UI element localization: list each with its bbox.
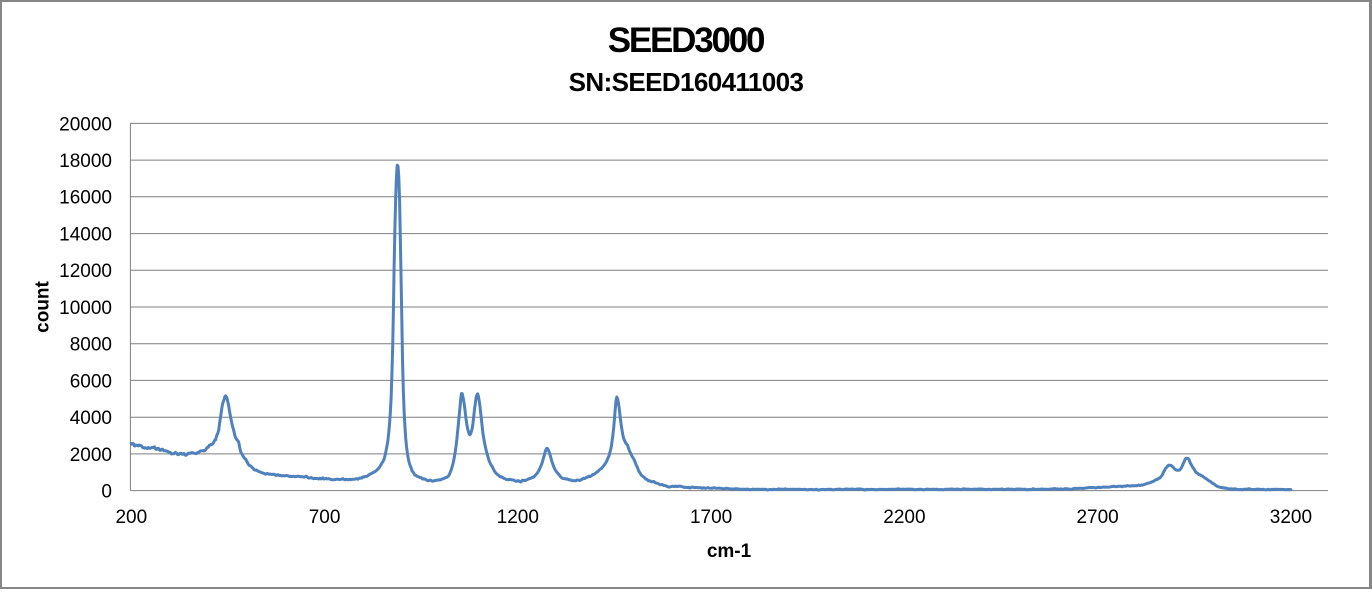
svg-text:count: count <box>32 280 53 332</box>
svg-text:16000: 16000 <box>59 188 112 209</box>
svg-text:3200: 3200 <box>1270 507 1312 528</box>
svg-text:2200: 2200 <box>883 507 925 528</box>
svg-text:200: 200 <box>115 507 147 528</box>
svg-text:18000: 18000 <box>59 151 112 172</box>
svg-text:1200: 1200 <box>497 507 539 528</box>
svg-text:700: 700 <box>309 507 341 528</box>
svg-text:20000: 20000 <box>59 114 112 135</box>
svg-text:6000: 6000 <box>70 371 112 392</box>
svg-text:SN:SEED160411003: SN:SEED160411003 <box>569 67 804 97</box>
svg-text:0: 0 <box>101 482 112 503</box>
svg-text:2000: 2000 <box>70 445 112 466</box>
svg-text:14000: 14000 <box>59 225 112 246</box>
svg-text:SEED3000: SEED3000 <box>608 21 765 60</box>
svg-text:12000: 12000 <box>59 261 112 282</box>
svg-text:cm-1: cm-1 <box>707 541 752 562</box>
svg-text:10000: 10000 <box>59 298 112 319</box>
svg-text:2700: 2700 <box>1076 507 1118 528</box>
svg-text:8000: 8000 <box>70 335 112 356</box>
svg-text:4000: 4000 <box>70 408 112 429</box>
svg-text:1700: 1700 <box>690 507 732 528</box>
